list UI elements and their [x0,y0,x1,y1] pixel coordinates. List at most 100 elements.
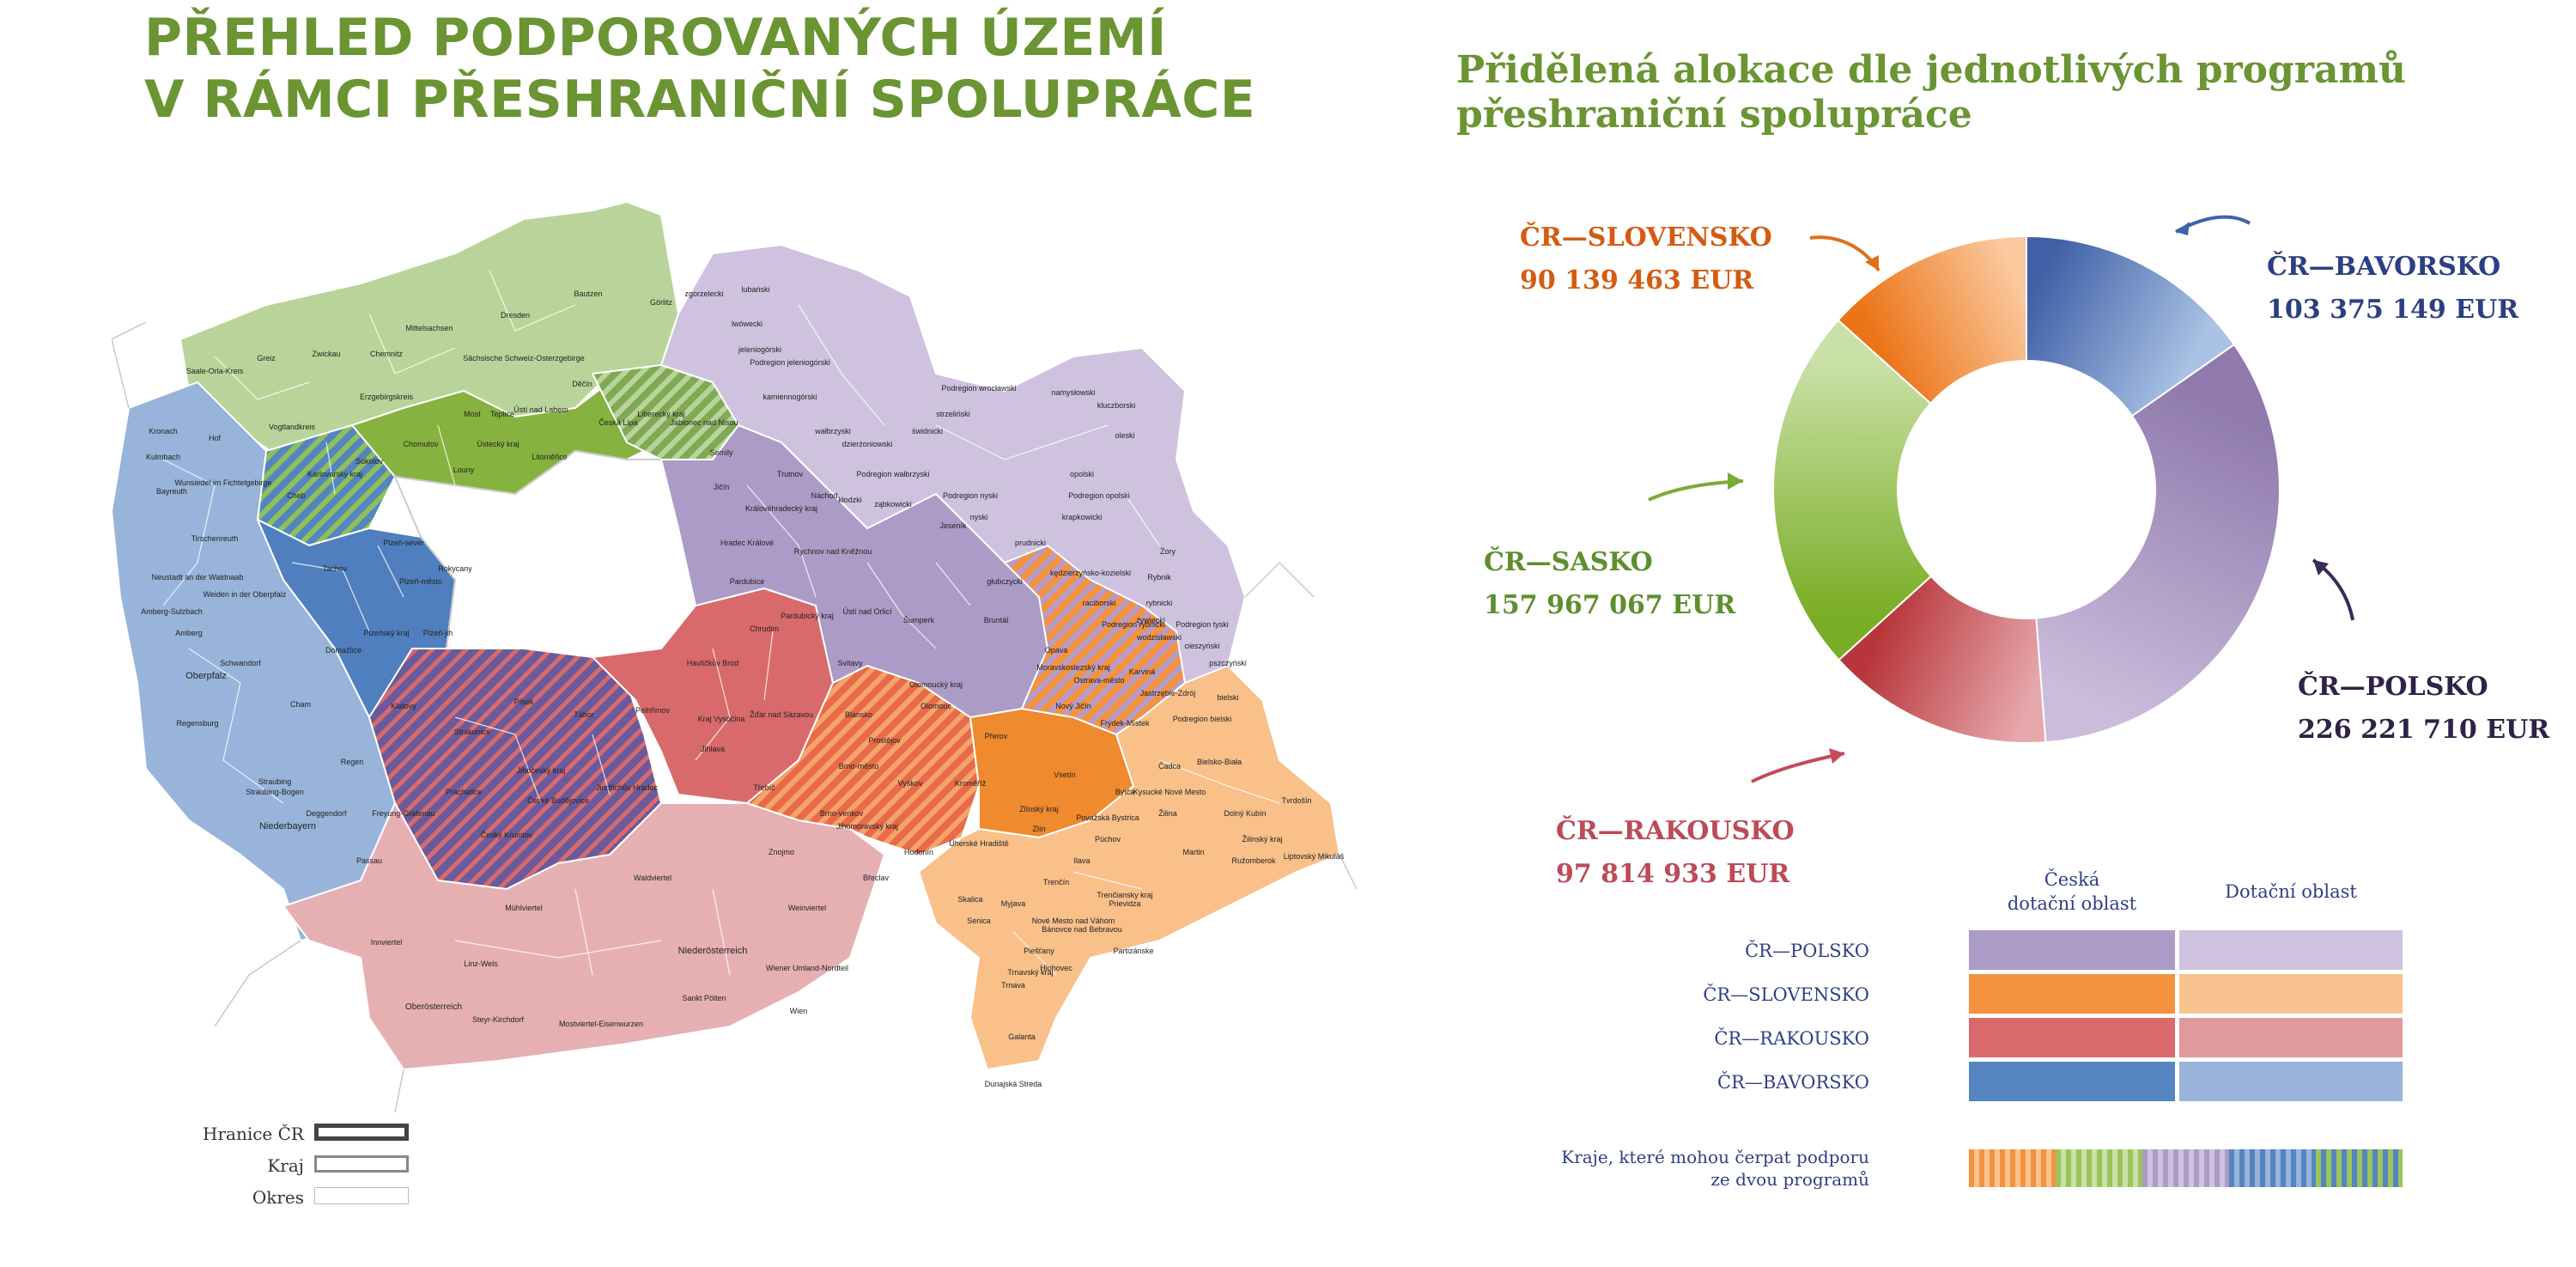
map-label: Podregion rybnicki [1102,620,1165,629]
map-label: Pardubický kraj [781,612,834,620]
chart-title-line-2: přeshraniční spolupráce [1456,93,1972,137]
map-label: Blansko [845,710,872,719]
swatch-area [2179,1018,2403,1057]
map-label: raciborski [1083,599,1116,607]
map-label: Žilina [1158,809,1177,818]
map-label: Vogtlandkreis [269,423,316,431]
callout-sasko: ČR—SASKO 157 967 067 EUR [1484,541,1735,627]
legend-row: Okres [172,1180,429,1212]
map-label: Rokycany [438,564,472,573]
map-label: Cheb [287,491,306,500]
map-label: Bayreuth [156,487,187,496]
callout-polsko: ČR—POLSKO 226 221 710 EUR [2298,666,2549,752]
map-label: Weinviertel [788,904,826,912]
region-slovensko [918,665,1340,1070]
map-label: Domažlice [325,646,361,655]
map-label: Mittelsachsen [405,324,453,332]
dual-program-stripe-block [2056,1149,2142,1187]
map-label: Plzeňský kraj [363,629,409,637]
map-label: Bielsko-Biała [1197,758,1242,766]
map-label: Čadca [1158,762,1181,771]
map-label: kluczborski [1097,401,1136,410]
callout-bavorsko: ČR—BAVORSKO 103 375 149 EUR [2267,246,2518,332]
donut-slice--r-polsko [2035,343,2281,744]
map-label: lubański [741,285,769,294]
map-label: Bánovce nad Bebravou [1042,925,1122,934]
map-label: dzierżoniowski [842,440,893,448]
swatch-czech [1969,974,2175,1014]
map-label: Regen [341,758,364,766]
map-label: Oberösterreich [405,1002,462,1012]
map-label: Wunsiedel im Fichtelgebirge [175,478,272,487]
map-label: Považská Bystrica [1076,813,1139,822]
map-label: oleski [1115,431,1134,440]
legend-row: Kraj [172,1148,429,1180]
map-label: Regensburg [176,719,218,728]
map-label: Svitavy [837,659,863,667]
legend-row-slovensko: ČR—SLOVENSKO [1631,974,2421,1014]
map-label: Havlíčkův Brod [687,659,739,667]
map-label: Rychnov nad Kněžnou [794,547,872,556]
map-label: Olomoucký kraj [909,680,963,689]
map-label: Waldviertel [634,874,671,882]
map-label: Jindřichův Hradec [596,783,659,792]
map-label: Chemnitz [370,350,404,358]
dual-program-stripe-block [2316,1149,2403,1187]
arrow-polsko-icon [2312,558,2354,621]
map-label: żywiecki [1136,616,1165,624]
dual-program-swatch [1969,1149,2403,1187]
map-label: opolski [1070,470,1094,478]
legend-label: Kraj [267,1155,304,1176]
legend-row-label: ČR—RAKOUSKO [1714,1028,1869,1049]
map-label: ząbkowicki [874,500,912,509]
map-label: Jablonec nad Nisou [670,418,738,427]
map-label: Trutnov [777,470,804,478]
map-label: Tirschenreuth [191,534,239,543]
map-label: Šumperk [903,616,935,624]
map-label: Kraj Vysočina [698,715,745,723]
map-label: Martin [1182,848,1204,856]
arrow-bavorsko-icon [2175,215,2251,235]
page-title-line-1: PŘEHLED PODPOROVANÝCH ÚZEMÍ [144,8,1167,68]
map-label: Podregion nyski [943,491,998,500]
map-label: Podregion wrocławski [941,384,1016,393]
map-label: Semily [709,448,733,457]
map-label: Náchod [811,491,837,500]
map-label: wodzisławski [1136,633,1182,642]
map-label: Žďár nad Sázavou [750,710,813,719]
map-label: Trenčín [1043,878,1069,886]
map-label: Kronach [149,427,178,436]
map-label: zgorzelecki [684,289,723,298]
map-label: Bautzen [574,289,602,298]
map-label: Most [464,410,481,418]
map-label: Ilava [1073,856,1090,865]
swatch-area [2179,1062,2403,1101]
swatch-czech [1969,930,2175,970]
map-label: Břeclav [863,874,890,882]
map-label: Sankt Pölten [682,994,726,1002]
legend-row-bavorsko: ČR—BAVORSKO [1631,1062,2421,1101]
map-label: Podregion bielski [1173,715,1232,723]
map-label: Tábor [574,710,594,719]
map-label: Český Krumlov [481,831,533,839]
map-label: Kulmbach [146,453,180,461]
map-label: Jihočeský kraj [517,766,566,775]
map-label: Hof [209,434,222,442]
map-label: Hlohovec [1040,964,1072,972]
slice-name-label: ČR—RAKOUSKO [1556,816,1795,846]
slice-value-label: 226 221 710 EUR [2298,715,2550,745]
map-label: Znojmo [769,848,794,856]
map-label: Ostrava-město [1073,676,1124,685]
map-label: Innviertel [371,938,403,947]
map-label: Uherské Hradiště [949,839,1009,848]
map-label: Ústecký kraj [477,440,519,448]
map-label: Trenčiansky kraj [1097,891,1152,899]
map-label: Dolný Kubín [1224,809,1266,818]
chart-title: Přidělená alokace dle jednotlivých progr… [1456,48,2406,137]
arrow-sasko-icon [1648,472,1744,502]
map-label: Vyškov [898,779,923,788]
map-label: Liptovský Mikuláš [1284,852,1345,861]
map-label: Straubing [258,777,292,786]
donut-slice--r-bavorsko [2026,235,2236,417]
map-label: Chrudim [750,624,779,633]
